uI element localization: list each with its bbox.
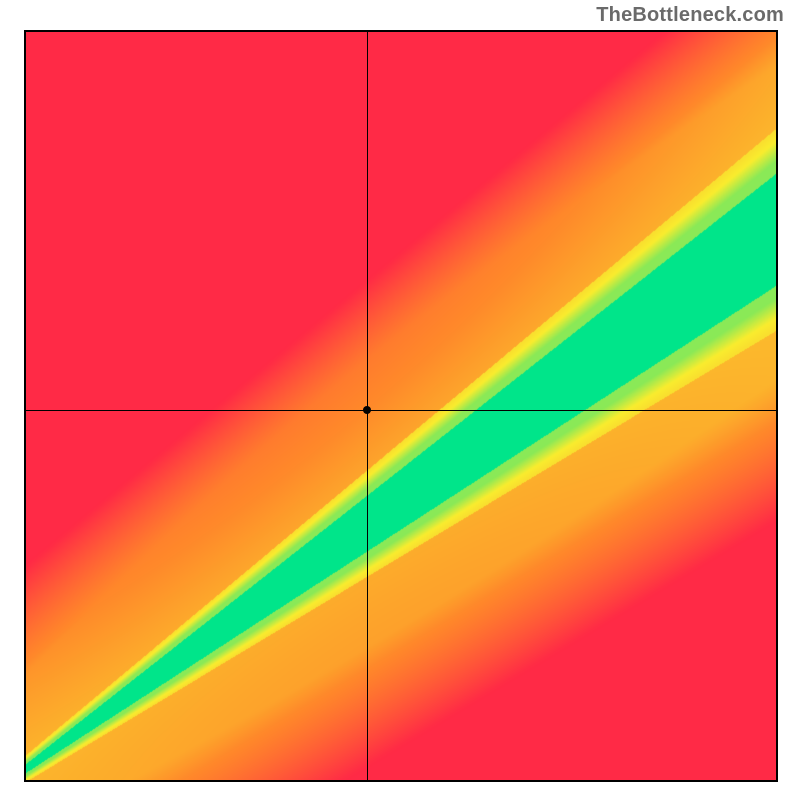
heatmap-plot bbox=[24, 30, 778, 782]
chart-container: { "watermark": { "text": "TheBottleneck.… bbox=[0, 0, 800, 800]
watermark-text: TheBottleneck.com bbox=[596, 4, 784, 27]
crosshair-dot bbox=[363, 406, 371, 414]
crosshair-horizontal bbox=[26, 410, 776, 411]
heatmap-canvas bbox=[26, 32, 776, 780]
